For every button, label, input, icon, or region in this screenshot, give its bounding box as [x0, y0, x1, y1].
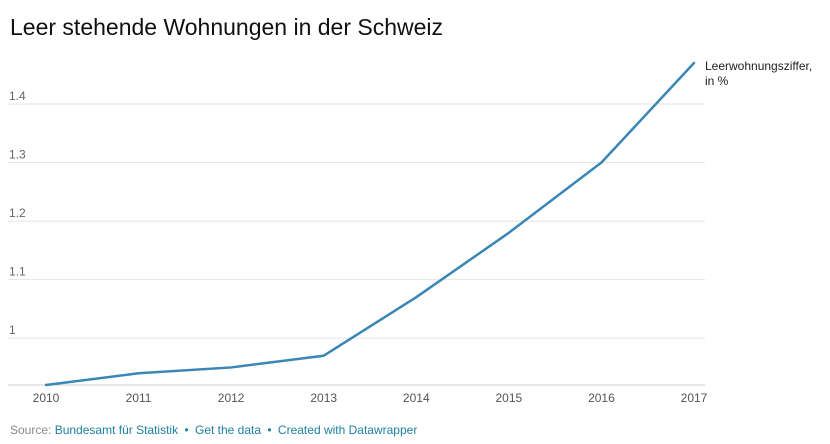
series-labels: Leerwohnungsziffer, in %	[705, 59, 812, 88]
source-label: Source:	[10, 423, 52, 437]
data-point	[693, 62, 695, 64]
separator: •	[184, 423, 189, 437]
x-axis-ticks: 2010 2011 2012 2013 2014 2015 2016 2017	[33, 391, 708, 405]
x-tick-label: 2014	[403, 391, 430, 405]
chart-title: Leer stehende Wohnungen in der Schweiz	[10, 14, 444, 40]
get-data-link[interactable]: Get the data	[194, 423, 262, 437]
y-tick-label: 1.1	[9, 265, 26, 279]
data-point	[45, 384, 47, 386]
y-tick-label: 1.4	[9, 89, 26, 103]
y-tick-label: 1.2	[9, 206, 26, 220]
data-point	[415, 296, 417, 298]
series-label-line: in %	[705, 74, 729, 88]
datawrapper-link[interactable]: Created with Datawrapper	[277, 423, 418, 437]
data-point	[230, 366, 232, 368]
y-tick-label: 1	[9, 323, 16, 337]
separator: •	[267, 423, 272, 437]
series-label-line: Leerwohnungsziffer,	[705, 59, 812, 73]
grid-lines	[8, 103, 705, 386]
series-line	[44, 61, 696, 387]
series-label: Leerwohnungsziffer, in %	[705, 59, 812, 88]
data-point	[137, 372, 139, 374]
x-tick-label: 2011	[126, 391, 152, 405]
y-axis-ticks: 1 1.1 1.2 1.3 1.4	[9, 89, 26, 337]
chart-footer: Source: Bundesamt für Statistik • Get th…	[10, 423, 417, 437]
x-tick-label: 2012	[218, 391, 245, 405]
data-point	[323, 355, 325, 357]
x-tick-label: 2013	[310, 391, 337, 405]
source-link[interactable]: Bundesamt für Statistik	[54, 423, 179, 437]
series-lines	[44, 61, 696, 387]
x-tick-label: 2017	[681, 391, 708, 405]
data-point	[600, 161, 602, 163]
x-tick-label: 2015	[496, 391, 523, 405]
x-tick-label: 2016	[588, 391, 615, 405]
data-point	[508, 232, 510, 234]
x-tick-label: 2010	[33, 391, 60, 405]
y-tick-label: 1.3	[9, 148, 26, 162]
